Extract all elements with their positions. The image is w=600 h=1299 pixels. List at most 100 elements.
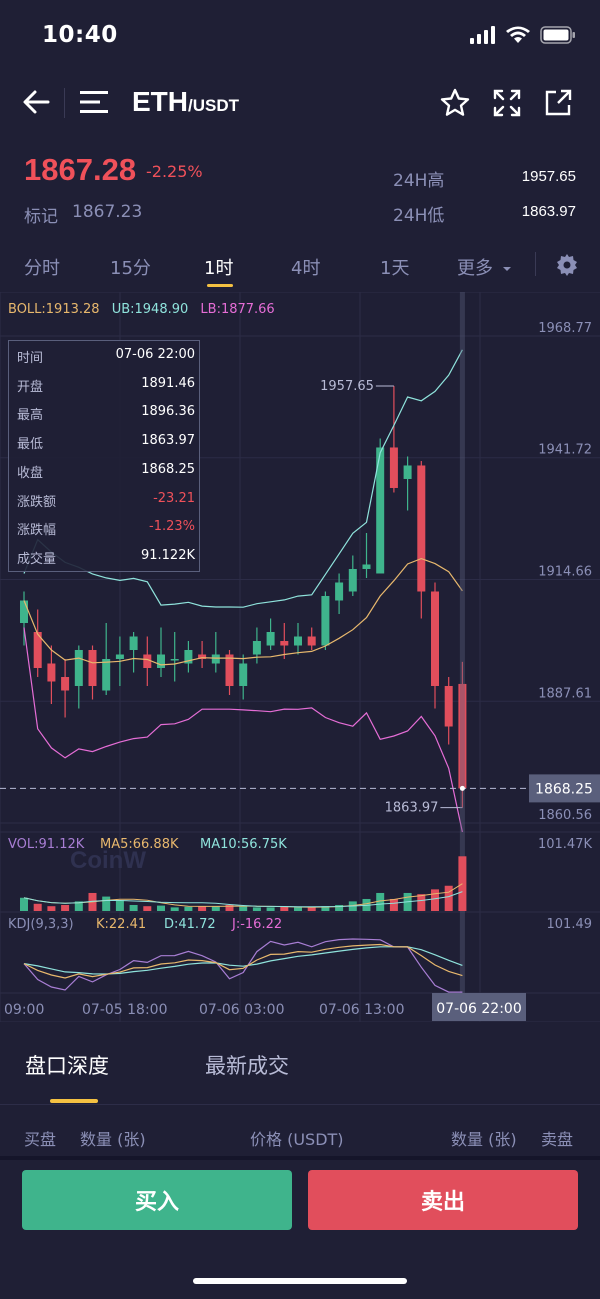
- volume-bar: [294, 907, 302, 911]
- candle-body: [211, 654, 220, 664]
- info-key: 涨跌额: [17, 494, 57, 510]
- boll-legend: BOLL:1913.28 UB:1948.90 LB:1877.66: [8, 302, 275, 317]
- volume-bar: [211, 906, 220, 911]
- caret-down-icon: [502, 267, 511, 271]
- candle-body: [20, 600, 28, 623]
- info-value: -1.23%: [149, 519, 195, 535]
- tab-timeline[interactable]: 分时: [24, 258, 60, 279]
- action-divider: [0, 1156, 600, 1160]
- ma10-line: [23, 891, 463, 908]
- low-24h-label: 24H低: [393, 206, 445, 226]
- boll-upper: UB:1948.90: [111, 302, 189, 317]
- volume-bar: [389, 898, 398, 911]
- kdj-axis-max: 101.49: [547, 917, 593, 932]
- bottom-divider: [0, 1104, 600, 1105]
- tab-more[interactable]: 更多: [457, 254, 512, 280]
- candle-info-box: 时间 07-06 22:00 开盘 1891.46 最高 1896.36 最低 1863.97…: [8, 340, 200, 572]
- info-key: 收盘: [17, 465, 44, 481]
- tab-latest-trades[interactable]: 最新成交: [205, 1054, 289, 1078]
- candle-body: [157, 654, 165, 669]
- info-row: 最高 1896.36: [17, 404, 195, 423]
- crosshair-dot: [459, 785, 465, 791]
- ob-sell-label: 卖盘: [541, 1130, 574, 1149]
- kline-chart[interactable]: CoinW 1968.77 1941.72 1914.66 1887.61 1860.56…: [0, 292, 600, 1022]
- candle-body: [170, 659, 179, 661]
- star-icon[interactable]: [440, 88, 470, 118]
- volume-bar: [431, 889, 439, 911]
- info-value: 1896.36: [141, 404, 195, 420]
- candle-body: [294, 636, 302, 646]
- buy-button[interactable]: 买入: [22, 1170, 292, 1230]
- sell-button[interactable]: 卖出: [308, 1170, 578, 1230]
- ob-price-label: 价格 (USDT): [250, 1130, 344, 1149]
- candle-body: [362, 564, 371, 569]
- kdj-j-legend: J:-16.22: [231, 917, 282, 932]
- candle-body: [444, 686, 453, 727]
- info-key: 成交量: [17, 551, 57, 567]
- kdj-k-line: [23, 943, 463, 979]
- info-value: 1863.97: [141, 433, 195, 449]
- kdj-d-line: [23, 946, 463, 975]
- tab-4h[interactable]: 4时: [291, 258, 321, 279]
- info-row: 成交量 91.122K: [17, 548, 195, 567]
- price-axis-label: 1887.61: [538, 686, 592, 701]
- candle-body: [102, 659, 111, 691]
- volume-bar: [458, 856, 467, 911]
- kdj-legend: KDJ(9,3,3): [8, 917, 74, 932]
- info-key: 涨跌幅: [17, 523, 57, 539]
- low-24h-value: 1863.97: [521, 203, 576, 220]
- tab-1d[interactable]: 1天: [380, 258, 410, 279]
- ob-qty-left-label: 数量 (张): [80, 1130, 146, 1149]
- volume-bar: [170, 907, 179, 911]
- volume-bar: [321, 906, 330, 911]
- volume-bar: [184, 906, 193, 911]
- home-indicator[interactable]: [193, 1278, 407, 1284]
- info-value: 91.122K: [140, 547, 195, 563]
- candle-body: [266, 631, 275, 646]
- candle-body: [348, 568, 357, 592]
- volume-bar: [280, 906, 289, 911]
- price-axis-label: 1941.72: [538, 443, 592, 458]
- price-change: -2.25%: [146, 162, 203, 181]
- tab-order-depth[interactable]: 盘口深度: [25, 1054, 109, 1078]
- menu-icon[interactable]: [80, 90, 108, 114]
- vol-axis-max: 101.47K: [538, 837, 592, 852]
- ob-qty-right-label: 数量 (张): [451, 1130, 517, 1149]
- volume-bar: [239, 906, 248, 911]
- info-row: 涨跌额 -23.21: [17, 491, 195, 510]
- tab-15m[interactable]: 15分: [110, 258, 151, 279]
- low-annotation: 1863.97: [385, 801, 439, 816]
- share-icon[interactable]: [543, 88, 573, 118]
- volume-bar: [115, 900, 124, 911]
- volume-bar: [143, 906, 152, 911]
- volume-bar: [225, 904, 234, 911]
- candle-body: [321, 595, 330, 646]
- time-axis-label: 07-05 18:00: [82, 1002, 167, 1018]
- wifi-icon: [506, 26, 530, 43]
- volume-bar: [20, 897, 28, 911]
- tab-1h[interactable]: 1时: [204, 258, 234, 279]
- tab-divider: [535, 252, 536, 276]
- info-key: 最高: [17, 408, 44, 424]
- candle-body: [403, 465, 412, 479]
- volume-bar: [376, 892, 385, 911]
- settings-icon[interactable]: [556, 254, 578, 276]
- battery-icon: [540, 26, 575, 44]
- info-key: 最低: [17, 437, 44, 453]
- candle-body: [376, 447, 385, 574]
- volume-bar: [129, 904, 138, 911]
- pair-title[interactable]: ETH/USDT: [132, 86, 239, 118]
- kdj-k-legend: K:22.41: [96, 917, 146, 932]
- volume-bar: [74, 901, 83, 911]
- volume-bar: [307, 907, 316, 911]
- candle-body: [335, 582, 344, 601]
- header-divider: [64, 88, 65, 118]
- current-price-tag: 1868.25: [535, 781, 593, 797]
- info-value: 07-06 22:00: [115, 347, 195, 362]
- time-cursor-label: 07-06 22:00: [436, 1001, 521, 1017]
- back-arrow-icon[interactable]: [22, 88, 50, 116]
- candle-body: [307, 636, 316, 646]
- pair-quote: /USDT: [188, 96, 239, 115]
- time-axis-label: 09:00: [4, 1002, 44, 1018]
- fullscreen-icon[interactable]: [492, 88, 522, 118]
